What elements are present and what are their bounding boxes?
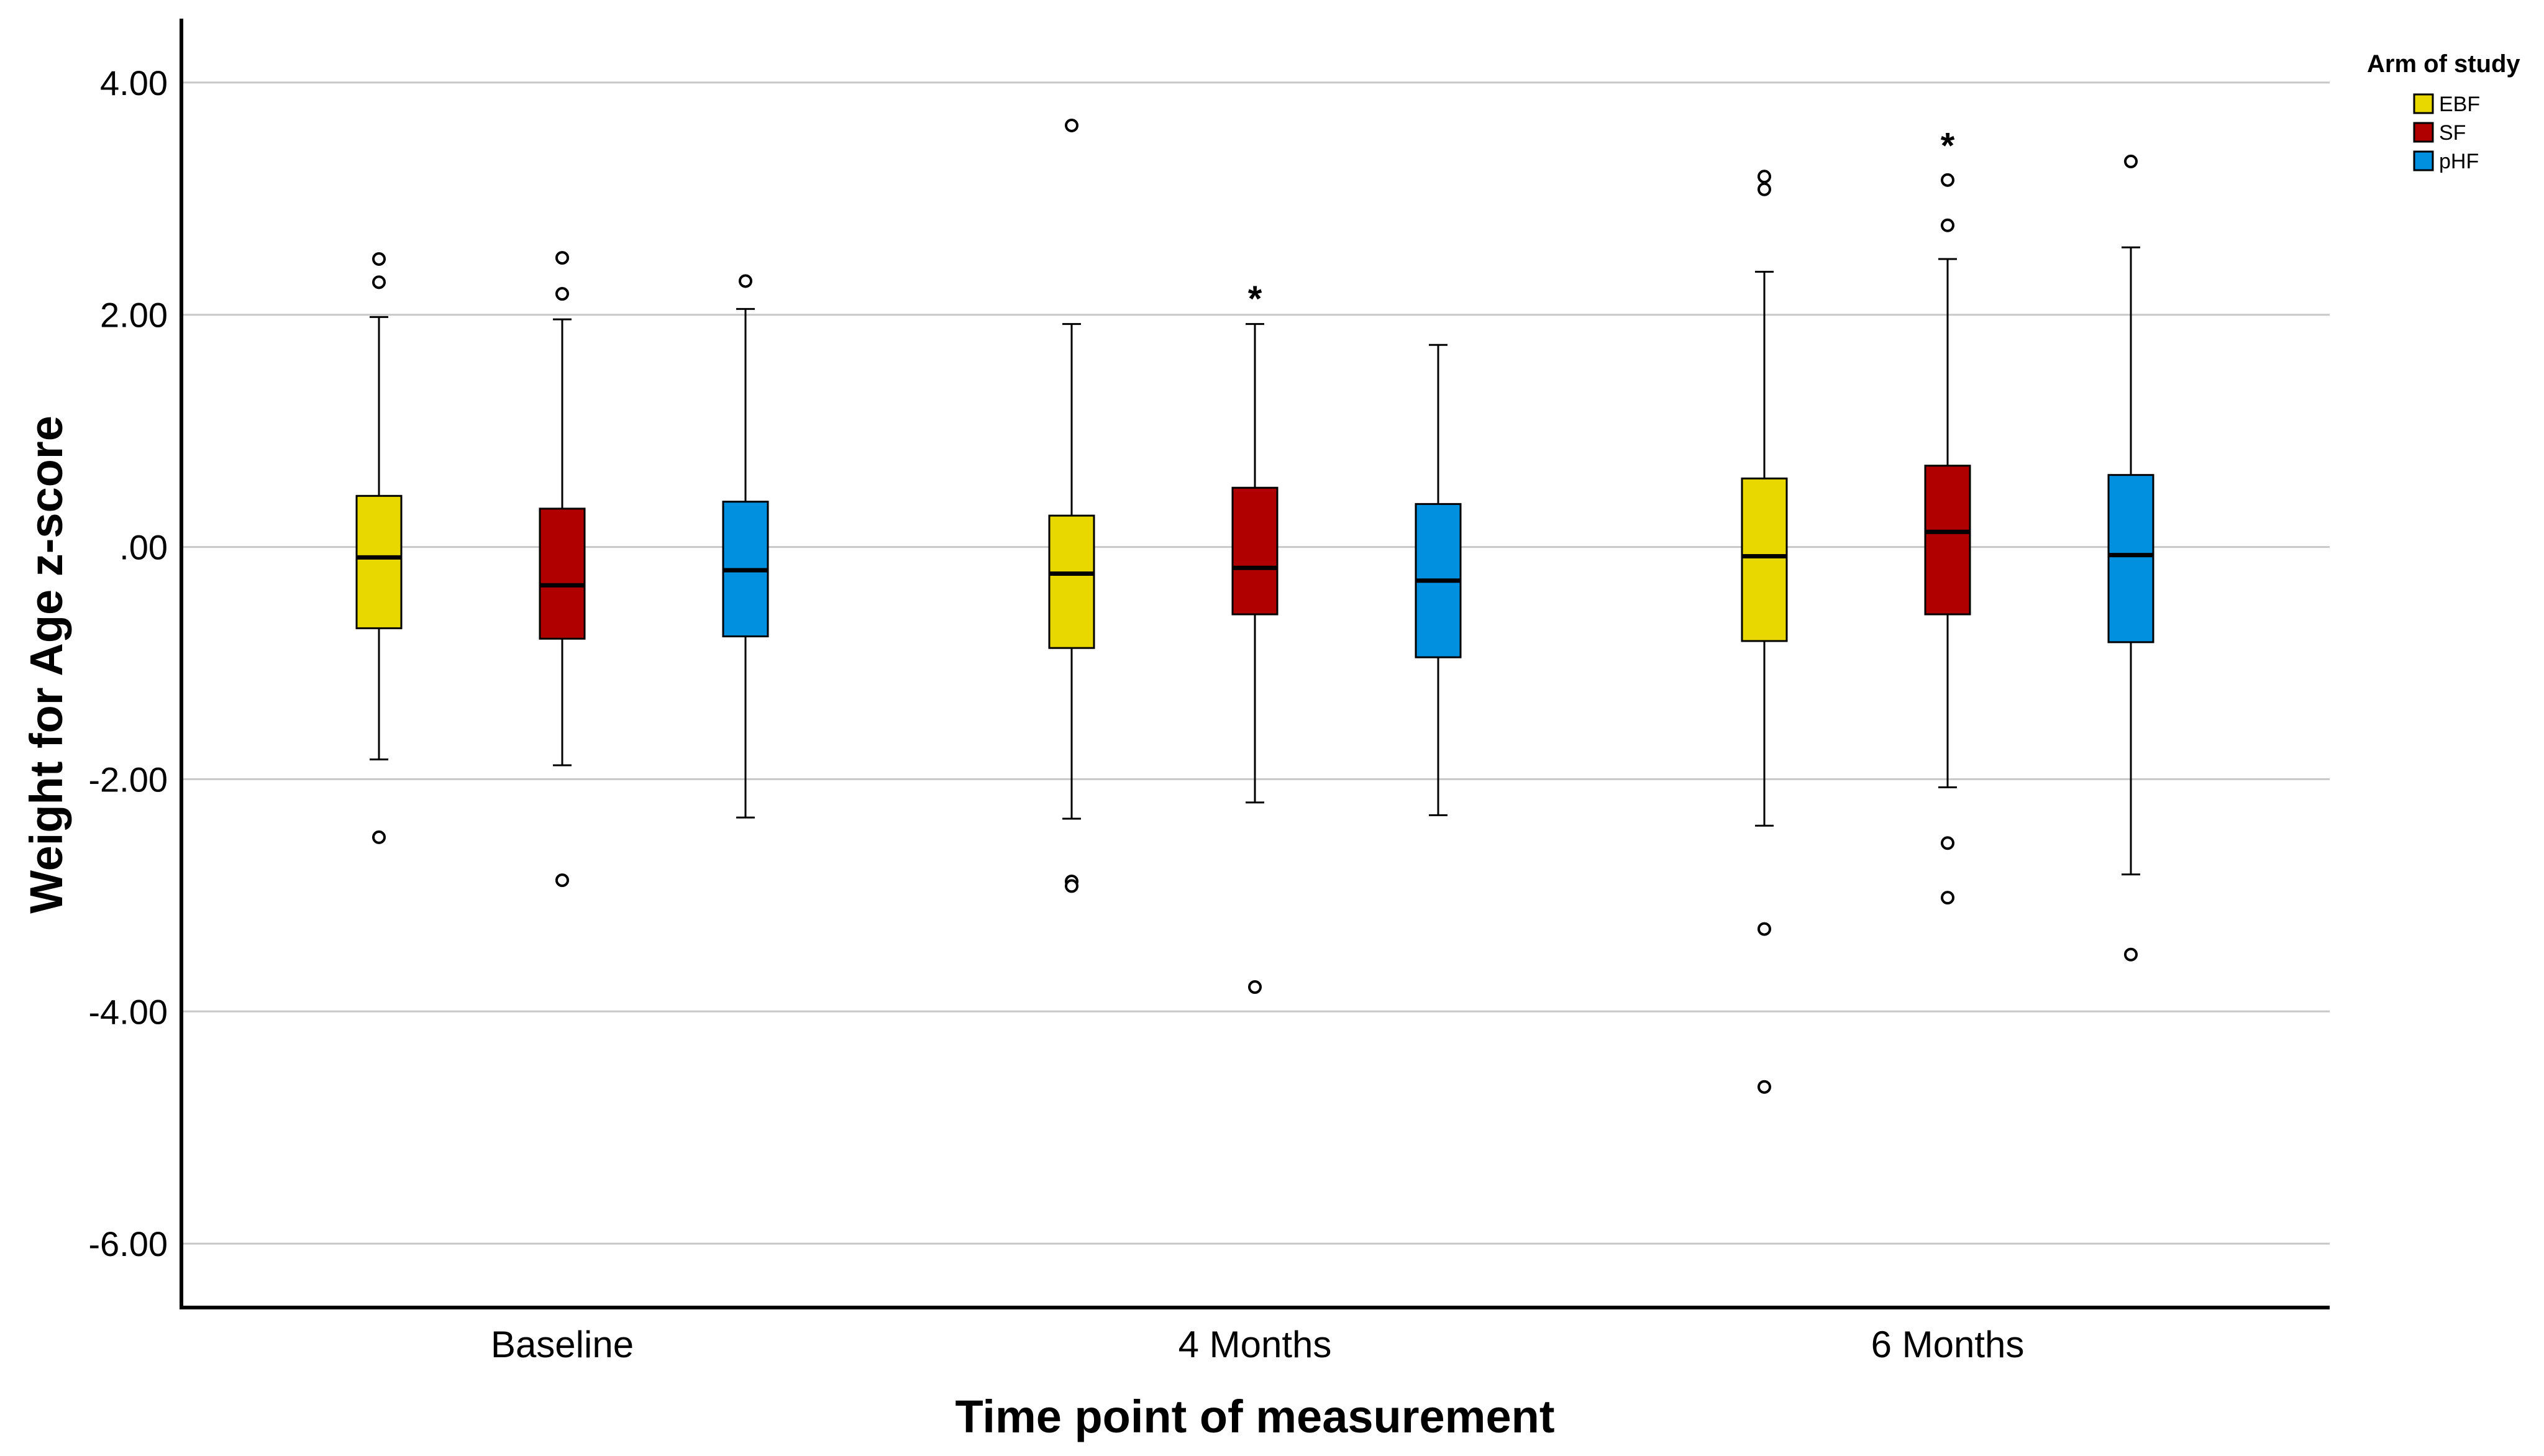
outlier-point [372, 252, 386, 266]
outlier-point [1941, 218, 1954, 232]
outlier-point [1758, 170, 1771, 184]
legend-item-phf: pHF [2413, 150, 2479, 173]
x-tick-label: 4 Months [1179, 1324, 1332, 1365]
y-tick-labels: 4.00 2.00 .00 -2.00 -4.00 -6.00 [88, 63, 168, 1263]
outlier-point [1758, 182, 1771, 196]
extreme-point: * [1941, 125, 1955, 166]
outlier-point [1065, 879, 1078, 893]
outlier-point [1758, 922, 1771, 936]
box-iqr [1741, 477, 1788, 642]
box-ebf-0 [355, 252, 403, 844]
box-series: ** [355, 118, 2154, 1094]
outlier-point [739, 274, 752, 288]
y-tick-label: -4.00 [88, 992, 168, 1031]
x-tick-labels: Baseline 4 Months 6 Months [491, 1324, 2024, 1365]
box-iqr [539, 507, 586, 640]
outlier-point [1941, 836, 1954, 850]
y-tick-label: 4.00 [100, 63, 168, 102]
box-ebf-1 [1048, 118, 1095, 893]
extreme-point: * [1248, 279, 1262, 319]
y-tick-label: 2.00 [100, 296, 168, 335]
y-axis-title: Weight for Age z-score [21, 416, 72, 914]
y-tick-label: .00 [119, 528, 168, 567]
box-iqr [2107, 474, 2154, 644]
box-iqr [1048, 514, 1095, 649]
legend-swatch [2413, 122, 2434, 143]
outlier-point [1941, 891, 1954, 905]
x-tick-label: Baseline [491, 1324, 634, 1365]
axes [180, 19, 2330, 1309]
outlier-point [2124, 154, 2138, 168]
legend-label: EBF [2439, 93, 2480, 116]
legend-item-sf: SF [2413, 121, 2466, 145]
y-tick-label: -6.00 [88, 1224, 168, 1263]
box-iqr [1231, 486, 1279, 616]
outlier-point [1941, 173, 1954, 187]
outlier-point [2124, 947, 2138, 962]
box-iqr [1924, 465, 1971, 616]
box-ebf-2 [1741, 170, 1788, 1094]
box-sf-1: * [1231, 279, 1279, 994]
outlier-point [1758, 1080, 1771, 1094]
outlier-point [1065, 118, 1078, 132]
box-sf-0 [539, 251, 586, 888]
y-tick-label: -2.00 [88, 760, 168, 799]
box-phf-1 [1415, 344, 1462, 816]
legend: Arm of study EBF SF pHF [2367, 50, 2520, 173]
outlier-point [1248, 980, 1262, 994]
box-sf-2: * [1924, 125, 1971, 905]
box-iqr [355, 494, 403, 629]
x-tick-label: 6 Months [1871, 1324, 2025, 1365]
legend-label: pHF [2439, 150, 2479, 173]
box-phf-0 [722, 274, 769, 819]
outlier-point [555, 251, 569, 265]
box-phf-2 [2107, 154, 2154, 962]
legend-item-ebf: EBF [2413, 93, 2480, 116]
outlier-point [372, 830, 386, 844]
legend-swatch [2413, 150, 2434, 171]
legend-swatch [2413, 93, 2434, 114]
legend-title: Arm of study [2367, 50, 2520, 78]
outlier-point [555, 873, 569, 888]
outlier-point [372, 275, 386, 289]
legend-label: SF [2439, 121, 2466, 145]
outlier-point [555, 287, 569, 301]
x-axis-title: Time point of measurement [955, 1391, 1555, 1442]
